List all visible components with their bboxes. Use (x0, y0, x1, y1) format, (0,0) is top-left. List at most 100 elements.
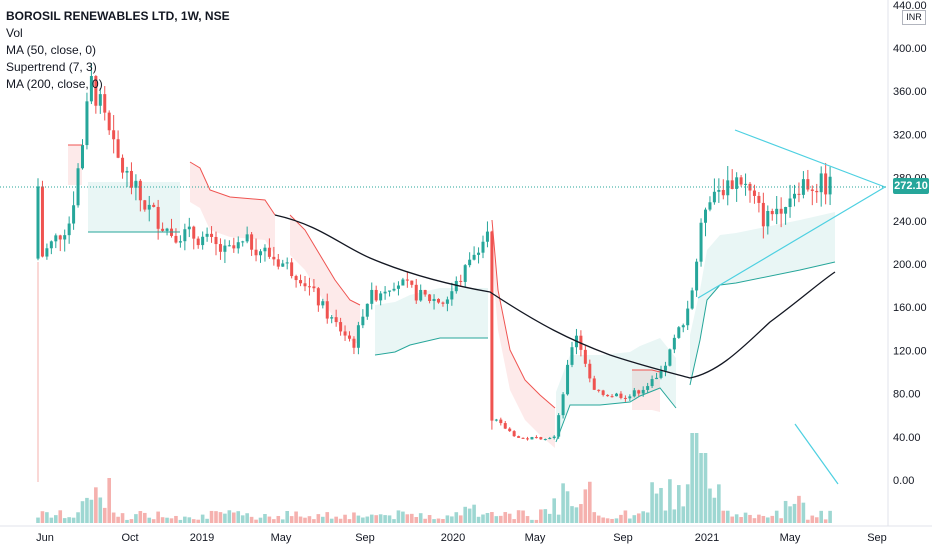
volume-bar (721, 510, 726, 523)
volume-bar (410, 513, 414, 523)
volume-bar (147, 517, 152, 523)
candle-body (85, 101, 89, 146)
volume-bar (80, 501, 85, 523)
candle-body (704, 209, 707, 223)
candle-body (250, 234, 254, 250)
candle-body (477, 252, 481, 255)
candle-body (107, 112, 111, 131)
candle-body (156, 206, 160, 229)
volume-bar (111, 512, 116, 523)
supertrend-down-fill (190, 162, 275, 255)
volume-bar (374, 515, 378, 523)
volume-bar (325, 512, 330, 523)
volume-bar (405, 514, 410, 523)
legend-item-vol[interactable]: Vol (6, 26, 23, 40)
volume-bar (316, 514, 321, 523)
candle-body (348, 335, 351, 339)
volume-bar (418, 513, 423, 523)
legend-item-ma200[interactable]: MA (200, close, 0) (6, 77, 103, 91)
candle-body (490, 231, 494, 421)
volume-bar (441, 518, 445, 523)
volume-bar (712, 497, 717, 523)
volume-bar (530, 519, 534, 523)
candle-body (103, 94, 107, 113)
candle-body (641, 389, 645, 394)
volume-bar (89, 499, 94, 523)
legend-item-ma50[interactable]: MA (50, close, 0) (6, 43, 97, 57)
candle-body (374, 289, 378, 301)
candle-body (54, 235, 58, 242)
volume-bar (458, 515, 463, 523)
candle-body (663, 365, 667, 371)
volume-bar (321, 516, 325, 523)
symbol-title[interactable]: BOROSIL RENEWABLES LTD, 1W, NSE (6, 9, 230, 23)
time-axis[interactable]: Jun Oct 2019 May Sep 2020 May Sep 2021 May Sep (36, 532, 887, 544)
candle-body (245, 234, 249, 242)
volume-bar (94, 487, 98, 523)
volume-bar (632, 515, 637, 523)
candle-body (259, 251, 262, 256)
volume-bar (672, 509, 677, 523)
volume-bar (770, 515, 775, 523)
candle-body (125, 170, 129, 173)
volume-bar (699, 453, 703, 523)
candle-body (655, 377, 659, 380)
candle-body (499, 419, 503, 424)
volume-bar (619, 514, 623, 523)
candle-body (739, 177, 743, 185)
candle-body (116, 139, 120, 158)
volume-bar (40, 511, 45, 523)
y-tick-label: 360.00 (893, 86, 927, 98)
volume-bar (663, 510, 668, 523)
volume-bar (392, 519, 396, 523)
volume-bar (507, 513, 512, 523)
x-tick-label: 2021 (695, 532, 719, 544)
candle-body (183, 229, 187, 242)
price-axis[interactable]: 0.0040.0080.00120.00160.00200.00240.0028… (893, 0, 927, 487)
volume-bar (596, 515, 601, 523)
candle-body (797, 193, 801, 195)
volume-bar (151, 519, 156, 523)
candle-body (761, 202, 765, 227)
candle-body (321, 301, 325, 306)
volume-bar (85, 497, 89, 523)
candle-body (423, 289, 427, 295)
candle-body (672, 337, 676, 350)
volume-bar (285, 510, 289, 523)
candle-body (370, 289, 374, 304)
candle-body (339, 322, 343, 332)
x-tick-label: May (780, 532, 801, 544)
candle-body (121, 157, 125, 173)
candle-body (690, 290, 694, 309)
y-tick-label: 160.00 (893, 302, 927, 314)
candle-body (637, 390, 641, 394)
volume-bar (396, 510, 401, 523)
volume-bar (605, 518, 610, 523)
volume-bar (761, 515, 766, 523)
volume-bar (361, 517, 365, 523)
volume-bar (743, 512, 748, 523)
volume-bar (601, 517, 605, 523)
candle-body (824, 173, 828, 195)
legend-item-supertrend[interactable]: Supertrend (7, 3) (6, 60, 97, 74)
last-price-tag: 272.10 (893, 178, 929, 194)
volume-bar (387, 515, 392, 523)
candle-body (303, 283, 307, 287)
volume-bar (205, 518, 209, 523)
candle-body (232, 245, 236, 249)
candle-body (316, 288, 320, 306)
volume-bar (45, 512, 49, 523)
volume-bar (654, 493, 659, 523)
candle-body (472, 254, 476, 260)
candle-body (623, 397, 627, 399)
candle-body (606, 394, 610, 397)
volume-bar (641, 511, 645, 523)
supertrend-down-fill (290, 215, 360, 345)
volume-bar (423, 518, 427, 523)
candle-body (744, 183, 748, 185)
volume-bar (547, 513, 552, 523)
candle-body (481, 241, 485, 253)
volume-bar (67, 517, 71, 523)
supertrend-up-fill (88, 182, 180, 232)
